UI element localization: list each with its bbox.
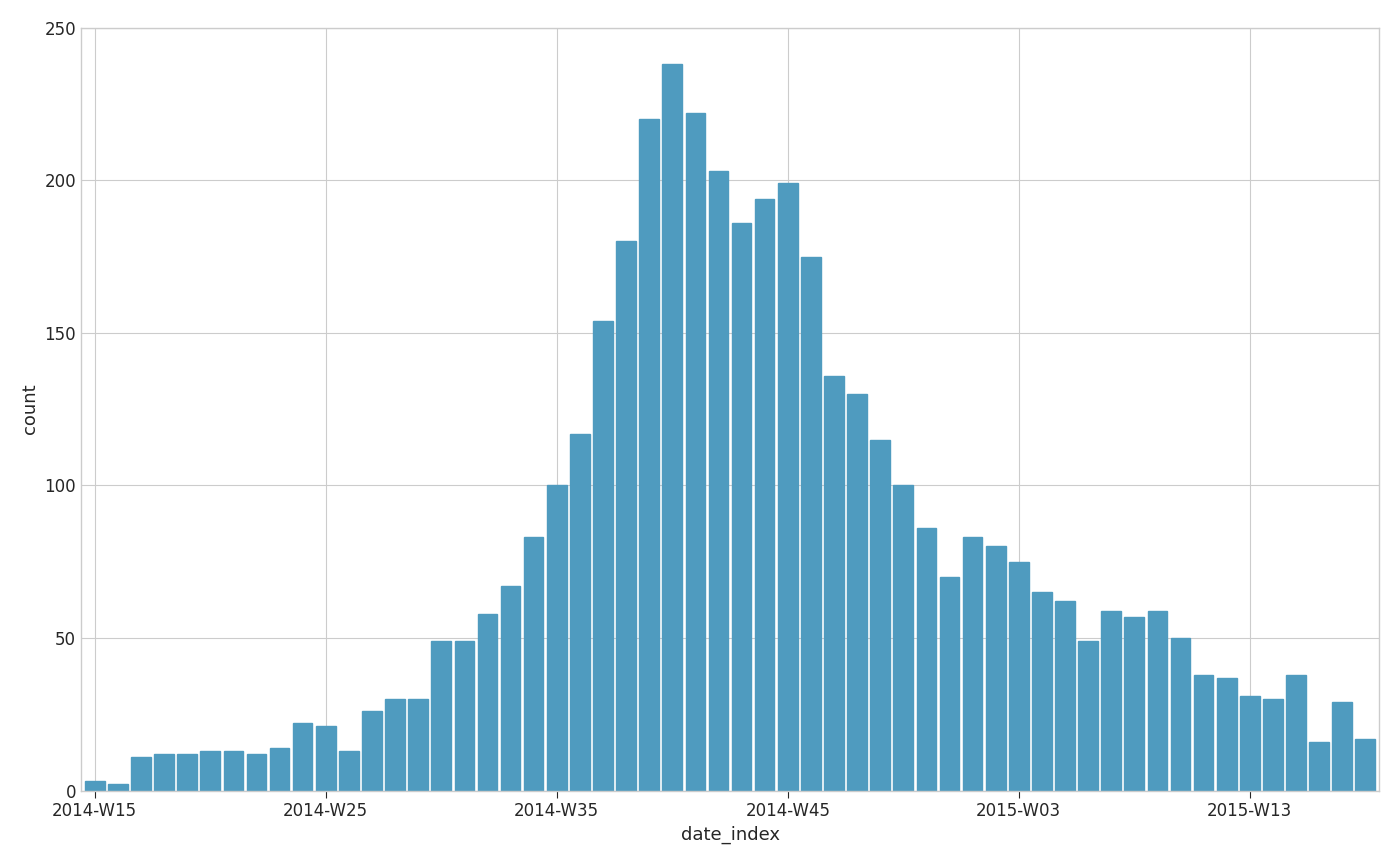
Bar <box>1009 561 1029 791</box>
Bar <box>1309 741 1329 791</box>
Bar <box>939 577 959 791</box>
Bar <box>154 754 174 791</box>
Bar <box>1287 675 1306 791</box>
Bar <box>246 754 266 791</box>
Bar <box>1170 638 1190 791</box>
Bar <box>1217 677 1236 791</box>
Bar <box>755 199 774 791</box>
Bar <box>732 223 752 791</box>
Bar <box>662 65 682 791</box>
Bar <box>825 375 844 791</box>
Bar <box>847 394 867 791</box>
Bar <box>477 613 497 791</box>
Bar <box>501 586 521 791</box>
Bar <box>570 433 589 791</box>
Y-axis label: count: count <box>21 384 39 434</box>
Bar <box>1124 617 1144 791</box>
Bar <box>1263 699 1282 791</box>
Bar <box>871 439 890 791</box>
Bar <box>132 757 151 791</box>
Bar <box>200 751 220 791</box>
Bar <box>363 711 382 791</box>
Bar <box>455 641 475 791</box>
Bar <box>616 241 636 791</box>
Bar <box>409 699 428 791</box>
Bar <box>1148 611 1168 791</box>
Bar <box>801 257 820 791</box>
Bar <box>963 537 983 791</box>
Bar <box>316 727 336 791</box>
Bar <box>1240 696 1260 791</box>
Bar <box>178 754 197 791</box>
Bar <box>640 119 659 791</box>
Bar <box>270 748 290 791</box>
Bar <box>339 751 358 791</box>
Bar <box>293 723 312 791</box>
Bar <box>986 547 1005 791</box>
Bar <box>594 321 613 791</box>
Bar <box>85 781 105 791</box>
Bar <box>778 183 798 791</box>
Bar <box>224 751 244 791</box>
Bar <box>1078 641 1098 791</box>
Bar <box>108 785 127 791</box>
Bar <box>1102 611 1121 791</box>
Bar <box>686 113 706 791</box>
Bar <box>1194 675 1214 791</box>
Bar <box>1355 739 1375 791</box>
Bar <box>708 171 728 791</box>
Bar <box>547 485 567 791</box>
X-axis label: date_index: date_index <box>680 826 780 844</box>
Bar <box>893 485 913 791</box>
Bar <box>524 537 543 791</box>
Bar <box>1032 593 1051 791</box>
Bar <box>917 529 937 791</box>
Bar <box>431 641 451 791</box>
Bar <box>1056 601 1075 791</box>
Bar <box>1333 702 1352 791</box>
Bar <box>385 699 405 791</box>
